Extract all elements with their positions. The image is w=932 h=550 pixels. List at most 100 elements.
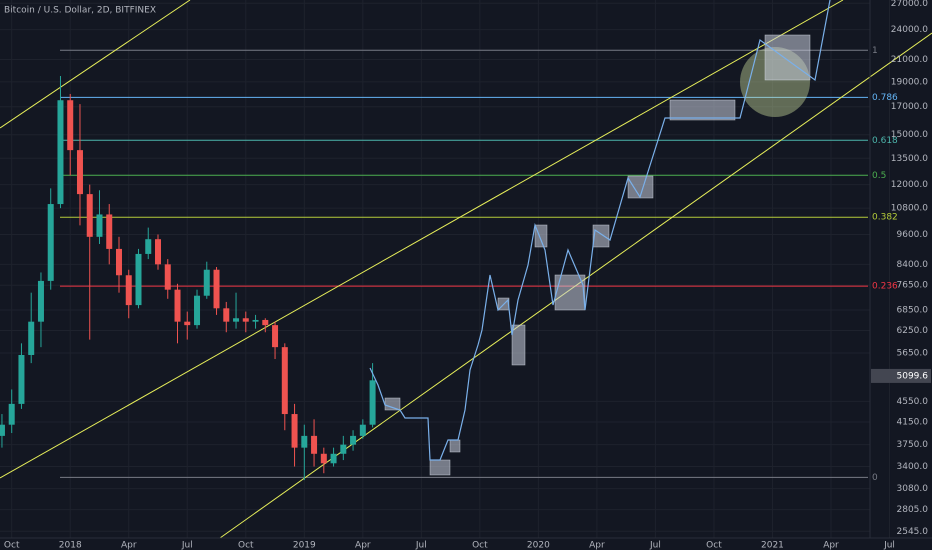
x-tick-label: Apr [121, 541, 137, 550]
candle-body [47, 204, 54, 281]
candle-body [115, 248, 122, 276]
fib-label: 0.5 [872, 171, 886, 181]
candle-body [213, 269, 220, 309]
x-tick-label: Oct [706, 541, 722, 550]
candle-body [18, 354, 25, 404]
projection-box [511, 324, 526, 366]
candle-body [106, 214, 113, 249]
projection-box [592, 224, 610, 248]
fib-label: 0.786 [872, 93, 898, 103]
candle-body [301, 435, 308, 448]
x-tick-label: 2019 [293, 541, 316, 550]
candle-body [340, 444, 347, 454]
candle-body [28, 321, 35, 355]
candle-body [359, 424, 366, 436]
x-tick-label: Jul [649, 541, 661, 550]
y-tick-label: 13500.0 [891, 154, 928, 164]
candle-body [96, 214, 103, 237]
y-tick-label: 3750.0 [897, 440, 929, 450]
x-tick-label: Oct [4, 541, 20, 550]
y-tick-label: 19000.0 [891, 77, 928, 87]
candle-body [272, 325, 279, 348]
candle-body [262, 319, 269, 326]
candle-body [291, 414, 298, 448]
x-tick-label: Jul [415, 541, 427, 550]
projection-box [764, 34, 811, 81]
y-tick-label: 10800.0 [891, 204, 928, 214]
y-tick-label: 3400.0 [897, 462, 929, 472]
grid [0, 0, 891, 538]
x-tick-label: 2018 [59, 541, 82, 550]
candle-body [252, 319, 259, 322]
candle-body [76, 150, 83, 195]
projection-box [449, 439, 461, 453]
x-tick-label: Apr [355, 541, 371, 550]
y-tick-label: 9600.0 [897, 230, 929, 240]
projection [369, 0, 831, 476]
fib-label: 1 [872, 46, 878, 56]
candle-body [350, 435, 357, 445]
y-tick-label: 27000.0 [891, 0, 928, 9]
fib-label: 0.618 [872, 136, 898, 146]
fib-label: 0.236 [872, 282, 898, 292]
candle-body [86, 194, 93, 237]
candle-body [311, 435, 318, 454]
x-tick-label: Apr [589, 541, 605, 550]
candle-body [242, 318, 249, 322]
candle-body [57, 100, 64, 205]
candle-body [155, 239, 162, 265]
last-price-box [871, 368, 931, 383]
last-price-label: 5099.6 [897, 371, 929, 381]
y-tick-label: 4150.0 [897, 417, 929, 427]
y-tick-label: 21000.0 [891, 55, 928, 65]
chart-title: Bitcoin / U.S. Dollar, 2D, BITFINEX [4, 6, 156, 16]
y-tick-label: 7650.0 [897, 281, 929, 291]
y-tick-label: 6250.0 [897, 326, 929, 336]
fib-label: 0.382 [872, 213, 898, 223]
candle-body [223, 308, 230, 322]
candle-body [233, 318, 240, 322]
candle-body [37, 280, 44, 322]
projection-box [384, 397, 401, 411]
candle-body [320, 453, 327, 464]
y-tick-label: 2805.0 [897, 505, 929, 515]
x-tick-label: Jul [883, 541, 895, 550]
candle-body [369, 380, 376, 425]
y-tick-label: 5650.0 [897, 349, 929, 359]
projection-box [429, 459, 451, 476]
projection-box [669, 99, 736, 121]
candle-body [174, 289, 181, 322]
x-tick-label: Oct [238, 541, 254, 550]
y-tick-label: 12000.0 [891, 180, 928, 190]
x-tick-label: 2020 [527, 541, 550, 550]
projection-box [627, 175, 654, 199]
x-tick-label: Jul [181, 541, 193, 550]
projection-box [534, 224, 548, 248]
fib-retracement: 1 0.786 0.618 0.5 0.382 0.236 0 [60, 46, 898, 483]
projection-path [369, 0, 831, 461]
candles [0, 76, 376, 481]
candle-body [135, 253, 142, 306]
fib-label: 0 [872, 473, 878, 483]
y-tick-label: 4550.0 [897, 397, 929, 407]
y-tick-label: 3080.0 [897, 484, 929, 494]
trend-line [0, 0, 844, 479]
candle-body [281, 347, 288, 415]
candle-body [0, 424, 5, 436]
candle-body [330, 453, 337, 464]
trend-line [0, 0, 191, 129]
candle-body [194, 295, 201, 326]
x-tick-label: Oct [472, 541, 488, 550]
candle-body [67, 100, 74, 151]
y-tick-label: 15000.0 [891, 130, 928, 140]
y-tick-label: 6850.0 [897, 305, 929, 315]
y-tick-label: 24000.0 [891, 25, 928, 35]
candle-body [125, 275, 132, 306]
y-tick-label: 2545.0 [897, 527, 929, 537]
y-tick-label: 17000.0 [891, 102, 928, 112]
y-tick-label: 8400.0 [897, 260, 929, 270]
candle-body [203, 269, 210, 296]
